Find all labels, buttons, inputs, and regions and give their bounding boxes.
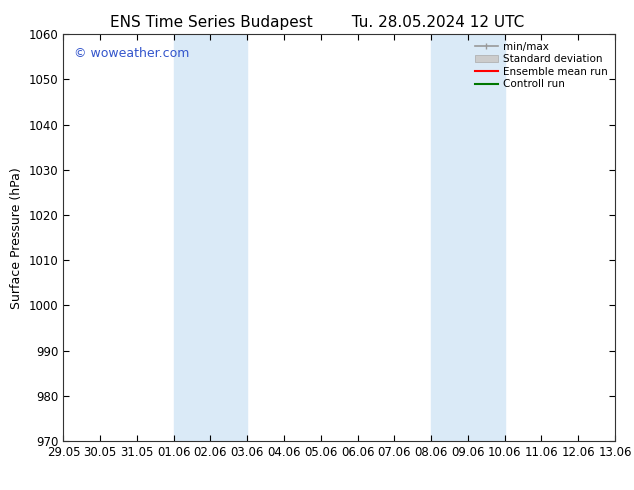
Bar (174, 34, 247, 441)
Text: ENS Time Series Budapest        Tu. 28.05.2024 12 UTC: ENS Time Series Budapest Tu. 28.05.2024 … (110, 15, 524, 30)
Text: © woweather.com: © woweather.com (74, 47, 190, 59)
Y-axis label: Surface Pressure (hPa): Surface Pressure (hPa) (10, 167, 23, 309)
Bar (431, 34, 505, 441)
Legend: min/max, Standard deviation, Ensemble mean run, Controll run: min/max, Standard deviation, Ensemble me… (473, 40, 610, 92)
